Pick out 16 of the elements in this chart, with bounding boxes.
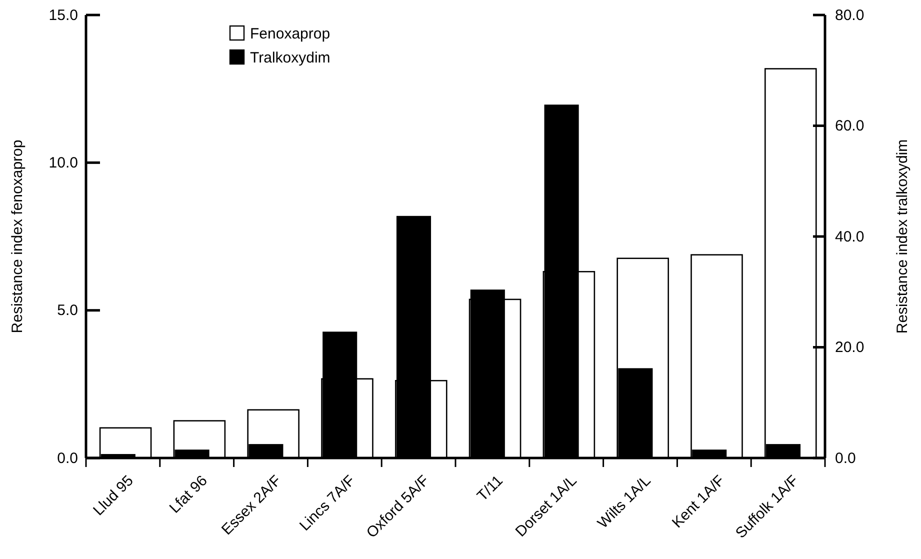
- legend-label: Tralkoxydim: [250, 49, 330, 66]
- x-tick-label: T/11: [474, 472, 506, 505]
- x-tick-label: Wilts 1A/L: [594, 472, 654, 532]
- y-axis-title: Resistance index fenoxaprop: [9, 140, 26, 334]
- y2-tick-label: 60.0: [835, 118, 864, 135]
- y-tick-label: 0.0: [57, 450, 78, 467]
- x-tick-label: Lfat 96: [166, 472, 211, 517]
- y-tick-label: 15.0: [48, 6, 78, 24]
- y-tick-label: 10.0: [48, 154, 78, 172]
- y2-tick-label: 40.0: [835, 228, 864, 246]
- y2-tick-label: 20.0: [835, 339, 864, 356]
- y2-tick-label: 80.0: [835, 6, 864, 24]
- y2-axis-title: Resistance index tralkoxydim: [894, 139, 911, 334]
- y2-tick-label: 0.0: [835, 450, 856, 467]
- y-tick-label: 5.0: [57, 302, 78, 320]
- legend-label: Fenoxaprop: [250, 25, 330, 42]
